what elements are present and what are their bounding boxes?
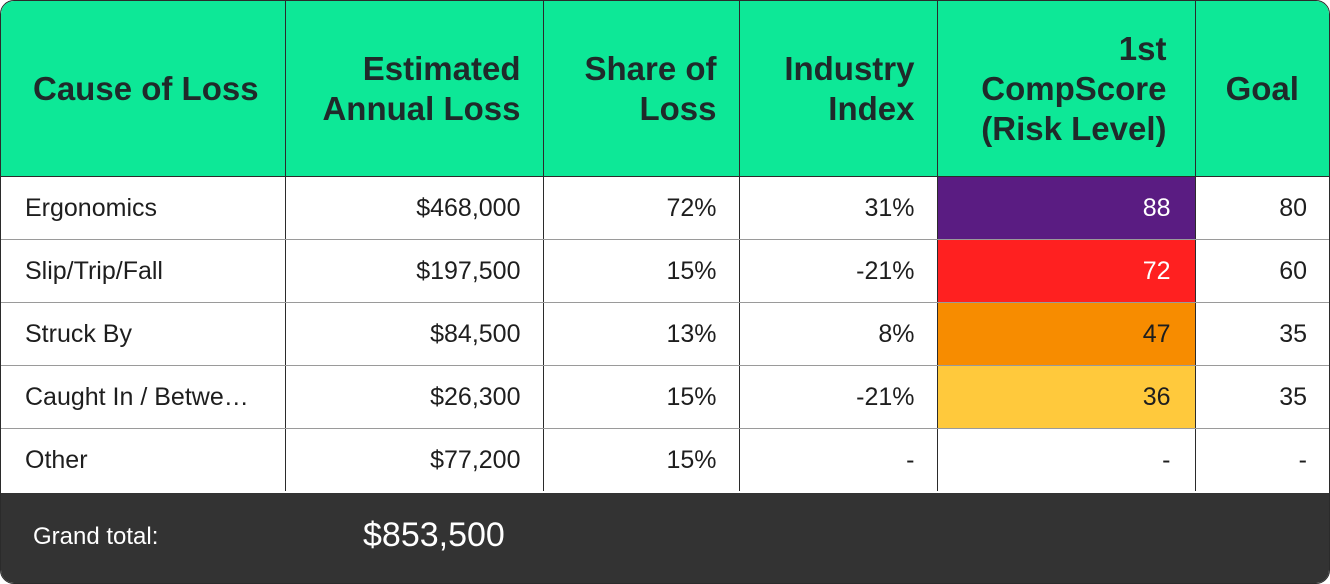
header-index-line2: Index	[828, 89, 915, 127]
goal-cell: 80	[1195, 176, 1329, 240]
header-goal[interactable]: Goal	[1195, 1, 1329, 177]
header-cause-label: Cause of Loss	[33, 69, 259, 107]
table-row[interactable]: Caught In / Betwe… $26,300 15% -21% 36 35	[1, 365, 1329, 429]
header-share-line2: Loss	[639, 89, 717, 127]
share-cell: 72%	[543, 176, 740, 240]
goal-cell: 35	[1195, 365, 1329, 429]
industry-index-cell: -21%	[739, 365, 938, 429]
compscore-cell: 88	[937, 176, 1196, 240]
goal-cell: 60	[1195, 239, 1329, 303]
grand-total-label: Grand total:	[33, 523, 159, 550]
estimated-loss-cell: $197,500	[285, 239, 544, 303]
table-row[interactable]: Ergonomics $468,000 72% 31% 88 80	[1, 176, 1329, 240]
table-row[interactable]: Other $77,200 15% - - -	[1, 428, 1329, 491]
header-estimated-loss-line2: Annual Loss	[322, 89, 521, 127]
header-row: Cause of Loss Estimated Annual Loss Shar…	[1, 1, 1329, 177]
header-compscore-line3: (Risk Level)	[981, 109, 1167, 147]
share-cell: 13%	[543, 302, 740, 366]
cause-cell: Other	[1, 428, 286, 491]
share-cell: 15%	[543, 365, 740, 429]
estimated-loss-cell: $77,200	[285, 428, 544, 491]
header-goal-label: Goal	[1225, 69, 1299, 107]
compscore-cell: -	[937, 428, 1196, 491]
compscore-cell: 47	[937, 302, 1196, 366]
grand-total-bar: Grand total: $853,500	[1, 493, 1329, 583]
header-industry-index[interactable]: Industry Index	[739, 1, 938, 177]
loss-table: Cause of Loss Estimated Annual Loss Shar…	[1, 1, 1329, 491]
estimated-loss-cell: $26,300	[285, 365, 544, 429]
header-index-line1: Industry	[784, 49, 915, 87]
header-share-line1: Share of	[584, 49, 717, 87]
cause-cell: Caught In / Betwe…	[1, 365, 286, 429]
cause-cell: Struck By	[1, 302, 286, 366]
compscore-cell: 36	[937, 365, 1196, 429]
estimated-loss-cell: $468,000	[285, 176, 544, 240]
table-row[interactable]: Struck By $84,500 13% 8% 47 35	[1, 302, 1329, 366]
industry-index-cell: 8%	[739, 302, 938, 366]
compscore-cell: 72	[937, 239, 1196, 303]
industry-index-cell: -21%	[739, 239, 938, 303]
goal-cell: 35	[1195, 302, 1329, 366]
industry-index-cell: 31%	[739, 176, 938, 240]
header-compscore-line1: 1st	[1118, 29, 1167, 67]
cause-cell: Slip/Trip/Fall	[1, 239, 286, 303]
estimated-loss-cell: $84,500	[285, 302, 544, 366]
header-estimated-loss-line1: Estimated	[362, 49, 521, 87]
table-row[interactable]: Slip/Trip/Fall $197,500 15% -21% 72 60	[1, 239, 1329, 303]
header-compscore[interactable]: 1st CompScore (Risk Level)	[937, 1, 1196, 177]
header-estimated-loss[interactable]: Estimated Annual Loss	[285, 1, 544, 177]
header-cause[interactable]: Cause of Loss	[1, 1, 286, 177]
goal-cell: -	[1298, 445, 1307, 474]
header-share-of-loss[interactable]: Share of Loss	[543, 1, 740, 177]
share-cell: 15%	[543, 428, 740, 491]
grand-total-value: $853,500	[363, 516, 505, 554]
industry-index-cell: -	[739, 428, 938, 491]
share-cell: 15%	[543, 239, 740, 303]
cause-cell: Ergonomics	[1, 176, 286, 240]
header-compscore-line2: CompScore	[981, 69, 1167, 107]
